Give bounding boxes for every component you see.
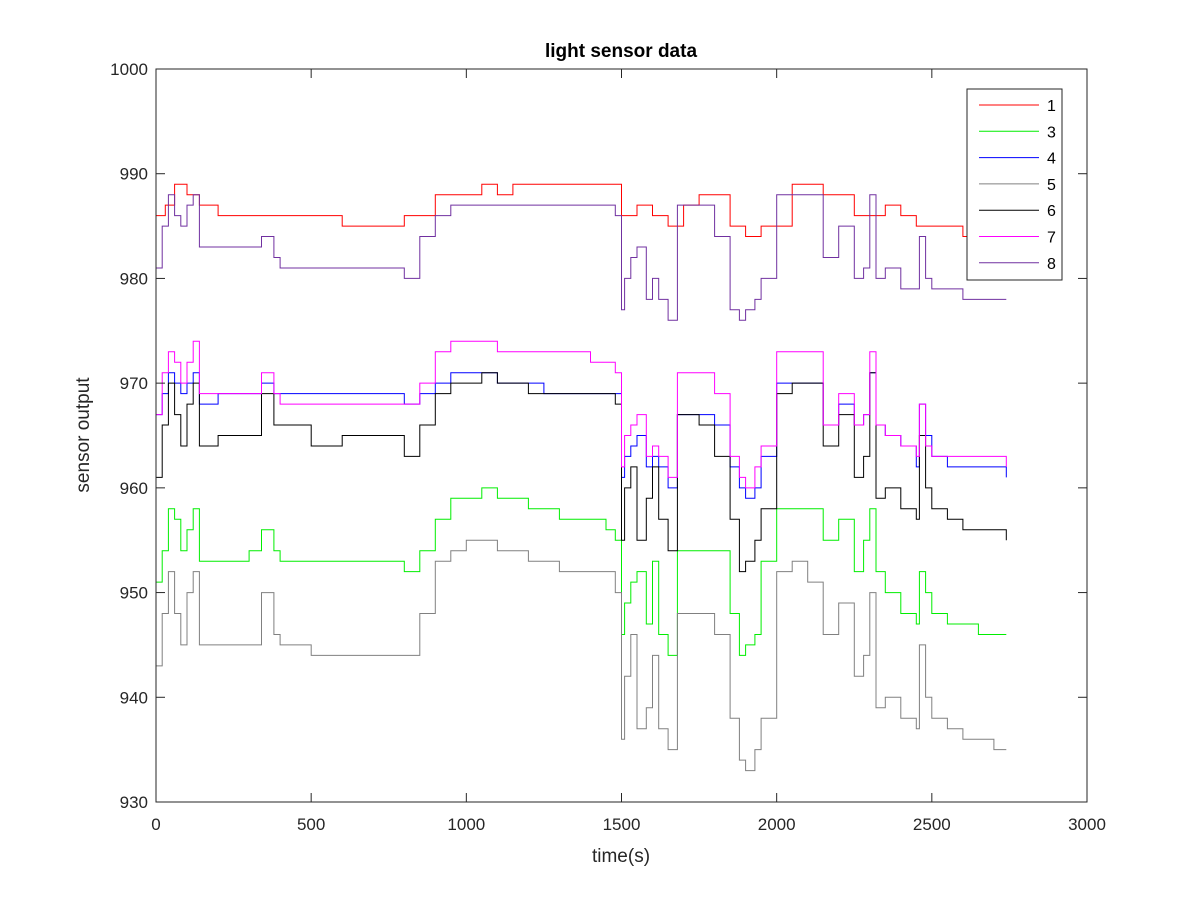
y-tick-label: 980 bbox=[120, 269, 148, 288]
series-line-7 bbox=[156, 340, 1007, 489]
y-tick-label: 1000 bbox=[110, 60, 148, 79]
x-tick-label: 2500 bbox=[913, 815, 951, 834]
legend-label-8: 8 bbox=[1047, 256, 1056, 273]
y-tick-label: 950 bbox=[120, 584, 148, 603]
y-tick-label: 960 bbox=[120, 479, 148, 498]
y-tick-label: 940 bbox=[120, 688, 148, 707]
series-layer bbox=[156, 183, 1007, 772]
x-tick-label: 2000 bbox=[758, 815, 796, 834]
legend-label-4: 4 bbox=[1047, 151, 1056, 168]
y-tick-label: 990 bbox=[120, 165, 148, 184]
series-line-1 bbox=[156, 183, 1007, 237]
series-line-3 bbox=[156, 487, 1007, 656]
x-tick-label: 500 bbox=[297, 815, 325, 834]
x-axis-label: time(s) bbox=[592, 846, 650, 867]
series-line-5 bbox=[156, 539, 1007, 772]
x-tick-label: 0 bbox=[151, 815, 160, 834]
y-tick-label: 970 bbox=[120, 374, 148, 393]
x-axis: 0 500 1000 1500 2000 2500 3000 bbox=[151, 69, 1106, 834]
legend-label-1: 1 bbox=[1047, 98, 1056, 115]
x-tick-label: 1000 bbox=[447, 815, 485, 834]
y-tick-label: 930 bbox=[120, 793, 148, 812]
series-line-8 bbox=[156, 194, 1007, 321]
chart-title: light sensor data bbox=[545, 41, 697, 62]
x-tick-label: 1500 bbox=[603, 815, 641, 834]
legend-label-6: 6 bbox=[1047, 203, 1056, 220]
legend-box bbox=[966, 88, 1063, 281]
legend-label-5: 5 bbox=[1047, 177, 1056, 194]
legend-label-3: 3 bbox=[1047, 124, 1056, 141]
legend-label-7: 7 bbox=[1047, 230, 1056, 247]
y-axis: 930 940 950 960 970 980 990 1000 bbox=[110, 60, 1087, 812]
y-axis-label: sensor output bbox=[73, 377, 94, 493]
x-tick-label: 3000 bbox=[1068, 815, 1106, 834]
legend: 1 3 4 5 6 7 8 bbox=[966, 88, 1063, 281]
